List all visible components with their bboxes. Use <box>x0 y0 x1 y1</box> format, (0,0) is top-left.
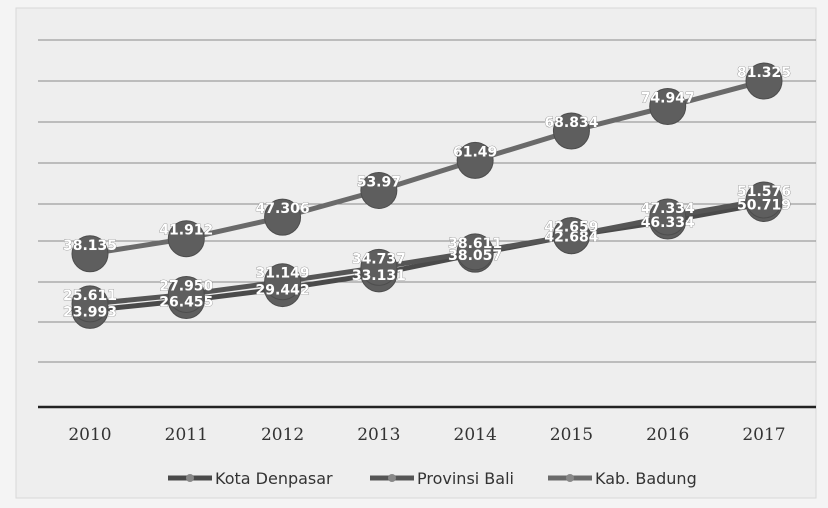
x-axis-ticks: 2010 2011 2012 2013 2014 2015 2016 2017 <box>68 425 785 445</box>
point-kab-badung-2014 <box>456 141 494 179</box>
x-tick-2014: 2014 <box>454 425 497 445</box>
point-kab-badung-2012 <box>264 198 302 236</box>
x-tick-2017: 2017 <box>742 425 785 445</box>
data-label-kab-badung-2015: 68.834 <box>544 115 598 131</box>
data-label-provinsi-bali-2015: 42.659 <box>544 220 598 236</box>
data-label-kota-denpasar-2011: 26.455 <box>159 295 213 311</box>
data-label-kota-denpasar-2012: 29.442 <box>256 283 310 299</box>
data-label-kab-badung-2011: 41.912 <box>159 223 213 239</box>
data-label-kota-denpasar-2015: 42.684 <box>544 230 598 246</box>
legend-item-provinsi-bali: Provinsi Bali <box>370 469 514 488</box>
data-label-kab-badung-2010: 38.135 <box>63 238 117 254</box>
point-kab-badung-2010 <box>71 235 109 273</box>
point-provinsi-bali-2014 <box>456 233 494 271</box>
legend-label-kota-denpasar: Kota Denpasar <box>215 469 333 488</box>
legend: Kota Denpasar Provinsi Bali Kab. Badung <box>168 469 697 488</box>
data-label-provinsi-bali-2014: 38.611 <box>448 236 502 252</box>
point-provinsi-bali-2017 <box>745 181 783 219</box>
x-tick-2012: 2012 <box>261 425 304 445</box>
data-points <box>71 62 783 329</box>
data-label-provinsi-bali-2012: 31.149 <box>256 266 310 282</box>
data-label-kota-denpasar-2013: 33.131 <box>352 268 406 284</box>
x-tick-2016: 2016 <box>646 425 689 445</box>
point-kab-badung-2013 <box>360 171 398 209</box>
data-label-kota-denpasar-2010: 23.993 <box>63 304 117 320</box>
legend-item-kab-badung: Kab. Badung <box>548 469 697 488</box>
data-label-kab-badung-2013: 53.97 <box>357 174 401 190</box>
data-label-provinsi-bali-2010: 25.611 <box>63 288 117 304</box>
data-label-kota-denpasar-2016: 46.334 <box>641 215 695 231</box>
data-label-provinsi-bali-2017: 51.576 <box>737 184 791 200</box>
point-provinsi-bali-2015 <box>552 217 590 255</box>
gridlines <box>38 39 816 363</box>
point-provinsi-bali-2013 <box>360 248 398 286</box>
point-kab-badung-2015 <box>552 112 590 150</box>
data-label-kab-badung-2014: 61.49 <box>453 144 497 160</box>
point-provinsi-bali-2010 <box>71 285 109 323</box>
x-tick-2011: 2011 <box>165 425 208 445</box>
data-labels: 23.993 26.455 29.442 33.131 38.057 42.684 46.3… <box>63 65 792 321</box>
point-provinsi-bali-2016 <box>649 198 687 236</box>
plot-panel <box>15 7 817 499</box>
data-label-kab-badung-2017: 81.325 <box>737 65 791 81</box>
data-label-provinsi-bali-2016: 47.334 <box>641 201 695 217</box>
data-label-provinsi-bali-2013: 34.737 <box>352 251 406 267</box>
data-label-kab-badung-2016: 74.947 <box>641 91 695 107</box>
data-label-kota-denpasar-2017: 50.719 <box>737 197 791 213</box>
legend-marker-kota-denpasar <box>186 474 194 482</box>
point-kab-badung-2017 <box>745 62 783 100</box>
x-tick-2010: 2010 <box>68 425 111 445</box>
data-label-kota-denpasar-2014: 38.057 <box>448 248 502 264</box>
point-kab-badung-2016 <box>649 88 687 126</box>
point-provinsi-bali-2011 <box>167 276 205 314</box>
legend-item-kota-denpasar: Kota Denpasar <box>168 469 333 488</box>
x-tick-2013: 2013 <box>357 425 400 445</box>
data-label-kab-badung-2012: 47.306 <box>256 201 310 217</box>
point-provinsi-bali-2012 <box>264 263 302 301</box>
legend-marker-provinsi-bali <box>388 474 396 482</box>
x-tick-2015: 2015 <box>550 425 593 445</box>
legend-label-provinsi-bali: Provinsi Bali <box>417 469 514 488</box>
legend-label-kab-badung: Kab. Badung <box>595 469 697 488</box>
data-label-provinsi-bali-2011: 27.950 <box>159 279 213 295</box>
point-kab-badung-2011 <box>167 220 205 258</box>
legend-marker-kab-badung <box>566 474 574 482</box>
